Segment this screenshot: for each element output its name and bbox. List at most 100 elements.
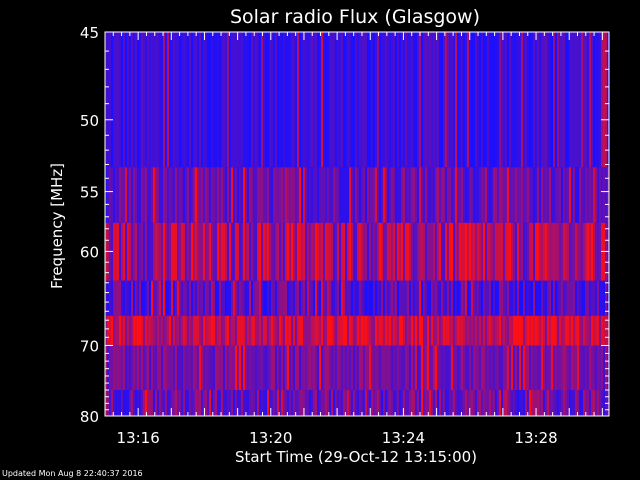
heatmap-cell: [191, 345, 193, 391]
heatmap-cell: [253, 315, 255, 346]
heatmap-cell: [509, 167, 511, 223]
heatmap-cell: [321, 390, 323, 416]
heatmap-band: [105, 345, 609, 391]
heatmap-cell: [531, 32, 533, 168]
heatmap-cell: [301, 32, 303, 168]
heatmap-cell: [547, 167, 549, 223]
heatmap-cell: [343, 222, 345, 281]
heatmap-cell: [267, 315, 269, 346]
heatmap-cell: [297, 32, 299, 168]
heatmap-cell: [263, 222, 265, 281]
heatmap-cell: [135, 390, 137, 416]
heatmap-cell: [355, 32, 357, 168]
heatmap-cell: [331, 32, 333, 168]
heatmap-cell: [405, 32, 407, 168]
heatmap-cell: [221, 167, 223, 223]
heatmap-cell: [133, 390, 135, 416]
heatmap-cell: [495, 315, 497, 346]
heatmap-cell: [601, 280, 603, 316]
heatmap-cell: [555, 390, 557, 416]
heatmap-cell: [335, 390, 337, 416]
heatmap-cell: [317, 315, 319, 346]
heatmap-cell: [559, 280, 561, 316]
heatmap-cell: [395, 280, 397, 316]
heatmap-cell: [243, 32, 245, 168]
heatmap-cell: [213, 32, 215, 168]
heatmap-cell: [281, 167, 283, 223]
heatmap-cell: [517, 315, 519, 346]
heatmap-cell: [301, 167, 303, 223]
heatmap-cell: [231, 345, 233, 391]
heatmap-cell: [129, 390, 131, 416]
heatmap-cell: [261, 345, 263, 391]
heatmap-cell: [585, 167, 587, 223]
heatmap-cell: [205, 32, 207, 168]
heatmap-cell: [333, 390, 335, 416]
heatmap-cell: [147, 315, 149, 346]
heatmap-cell: [179, 222, 181, 281]
heatmap-cell: [465, 315, 467, 346]
heatmap-cell: [545, 315, 547, 346]
heatmap-cell: [183, 390, 185, 416]
heatmap-cell: [501, 390, 503, 416]
heatmap-cell: [395, 345, 397, 391]
heatmap-cell: [583, 390, 585, 416]
heatmap-cell: [313, 32, 315, 168]
heatmap-cell: [379, 345, 381, 391]
heatmap-cell: [427, 167, 429, 223]
heatmap-cell: [319, 222, 321, 281]
heatmap-cell: [253, 222, 255, 281]
heatmap-cell: [215, 345, 217, 391]
heatmap-cell: [577, 280, 579, 316]
heatmap-cell: [197, 167, 199, 223]
heatmap-cell: [227, 222, 229, 281]
heatmap-band: [105, 222, 609, 281]
heatmap-cell: [227, 345, 229, 391]
heatmap-cell: [573, 345, 575, 391]
heatmap-cell: [351, 345, 353, 391]
heatmap-cell: [521, 280, 523, 316]
heatmap-cell: [145, 222, 147, 281]
heatmap-cell: [425, 280, 427, 316]
heatmap-cell: [597, 390, 599, 416]
heatmap-cell: [293, 280, 295, 316]
heatmap-cell: [181, 280, 183, 316]
heatmap-cell: [189, 167, 191, 223]
heatmap-cell: [229, 222, 231, 281]
heatmap-cell: [277, 222, 279, 281]
heatmap-cell: [307, 222, 309, 281]
heatmap-cell: [433, 390, 435, 416]
heatmap-cell: [579, 222, 581, 281]
heatmap-cell: [135, 32, 137, 168]
heatmap-cell: [129, 222, 131, 281]
heatmap-cell: [517, 345, 519, 391]
heatmap-cell: [597, 32, 599, 168]
heatmap-cell: [407, 315, 409, 346]
heatmap-cell: [507, 167, 509, 223]
heatmap-cell: [233, 315, 235, 346]
heatmap-cell: [449, 345, 451, 391]
heatmap-cell: [475, 280, 477, 316]
heatmap-cell: [247, 222, 249, 281]
heatmap-cell: [217, 345, 219, 391]
heatmap-cell: [203, 315, 205, 346]
heatmap-cell: [579, 167, 581, 223]
heatmap-cell: [447, 167, 449, 223]
heatmap-band: [105, 167, 609, 223]
heatmap-cell: [379, 32, 381, 168]
heatmap-cell: [475, 315, 477, 346]
heatmap-cell: [211, 32, 213, 168]
heatmap-cell: [585, 280, 587, 316]
heatmap-cell: [157, 222, 159, 281]
heatmap-cell: [177, 315, 179, 346]
heatmap-cell: [517, 390, 519, 416]
heatmap-cell: [457, 280, 459, 316]
heatmap-cell: [231, 280, 233, 316]
heatmap-cell: [405, 222, 407, 281]
heatmap-cell: [593, 280, 595, 316]
heatmap-cell: [443, 280, 445, 316]
heatmap-cell: [471, 315, 473, 346]
heatmap-cell: [423, 315, 425, 346]
heatmap-cell: [517, 222, 519, 281]
heatmap-cell: [109, 390, 111, 416]
